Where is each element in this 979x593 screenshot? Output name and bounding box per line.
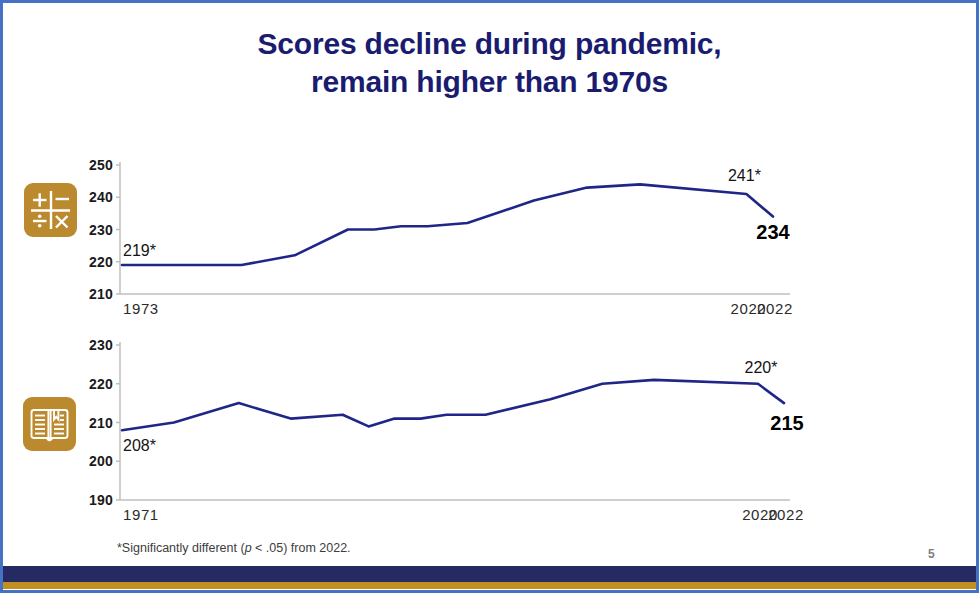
title-line-2: remain higher than 1970s bbox=[3, 63, 976, 101]
math-operations-icon bbox=[24, 183, 77, 237]
reading-2020-value-label: 220* bbox=[745, 359, 778, 377]
reading-scores-chart: 190200210220230197120202022208*220*215 bbox=[85, 330, 830, 525]
math-first-year-label: 1973 bbox=[123, 300, 159, 317]
math-y-tick-label: 230 bbox=[83, 222, 113, 238]
footer-gold-stripe bbox=[3, 582, 976, 589]
math-scores-chart: 210220230240250197320202022219*241*234 bbox=[85, 150, 830, 328]
reading-score-line bbox=[122, 380, 784, 430]
title-line-1: Scores decline during pandemic, bbox=[3, 25, 976, 63]
math-operations-icon-graphic bbox=[24, 183, 77, 237]
math-year-label-2022: 2022 bbox=[757, 300, 793, 317]
reading-start-value-label: 208* bbox=[123, 437, 156, 455]
math-y-tick-label: 250 bbox=[83, 157, 113, 173]
math-2020-value-label: 241* bbox=[728, 167, 761, 185]
reading-y-tick-label: 200 bbox=[83, 453, 113, 469]
footnote-text-prefix: *Significantly different ( bbox=[117, 541, 245, 555]
math-y-tick-label: 220 bbox=[83, 254, 113, 270]
footer-navy-stripe bbox=[3, 566, 976, 582]
reading-y-tick-label: 190 bbox=[83, 492, 113, 508]
page-number: 5 bbox=[928, 547, 935, 561]
open-book-icon-graphic bbox=[23, 397, 76, 451]
reading-first-year-label: 1971 bbox=[123, 506, 159, 523]
math-score-line bbox=[122, 184, 773, 265]
math-chart-canvas bbox=[85, 150, 830, 328]
open-book-icon bbox=[23, 397, 76, 451]
reading-year-label-2022: 2022 bbox=[768, 506, 804, 523]
math-y-tick-label: 240 bbox=[83, 189, 113, 205]
reading-chart-canvas bbox=[85, 330, 830, 525]
math-y-tick-label: 210 bbox=[83, 286, 113, 302]
math-2022-value-label: 234 bbox=[756, 220, 789, 243]
presentation-slide: Scores decline during pandemic, remain h… bbox=[0, 0, 979, 593]
reading-y-tick-label: 220 bbox=[83, 376, 113, 392]
reading-2022-value-label: 215 bbox=[770, 412, 803, 435]
reading-y-tick-label: 210 bbox=[83, 415, 113, 431]
footnote: *Significantly different (p < .05) from … bbox=[117, 541, 351, 555]
footnote-p-italic: p bbox=[245, 541, 252, 555]
math-start-value-label: 219* bbox=[123, 242, 156, 260]
reading-y-tick-label: 230 bbox=[83, 337, 113, 353]
slide-title: Scores decline during pandemic, remain h… bbox=[3, 25, 976, 101]
footnote-text-suffix: < .05) from 2022. bbox=[252, 541, 351, 555]
